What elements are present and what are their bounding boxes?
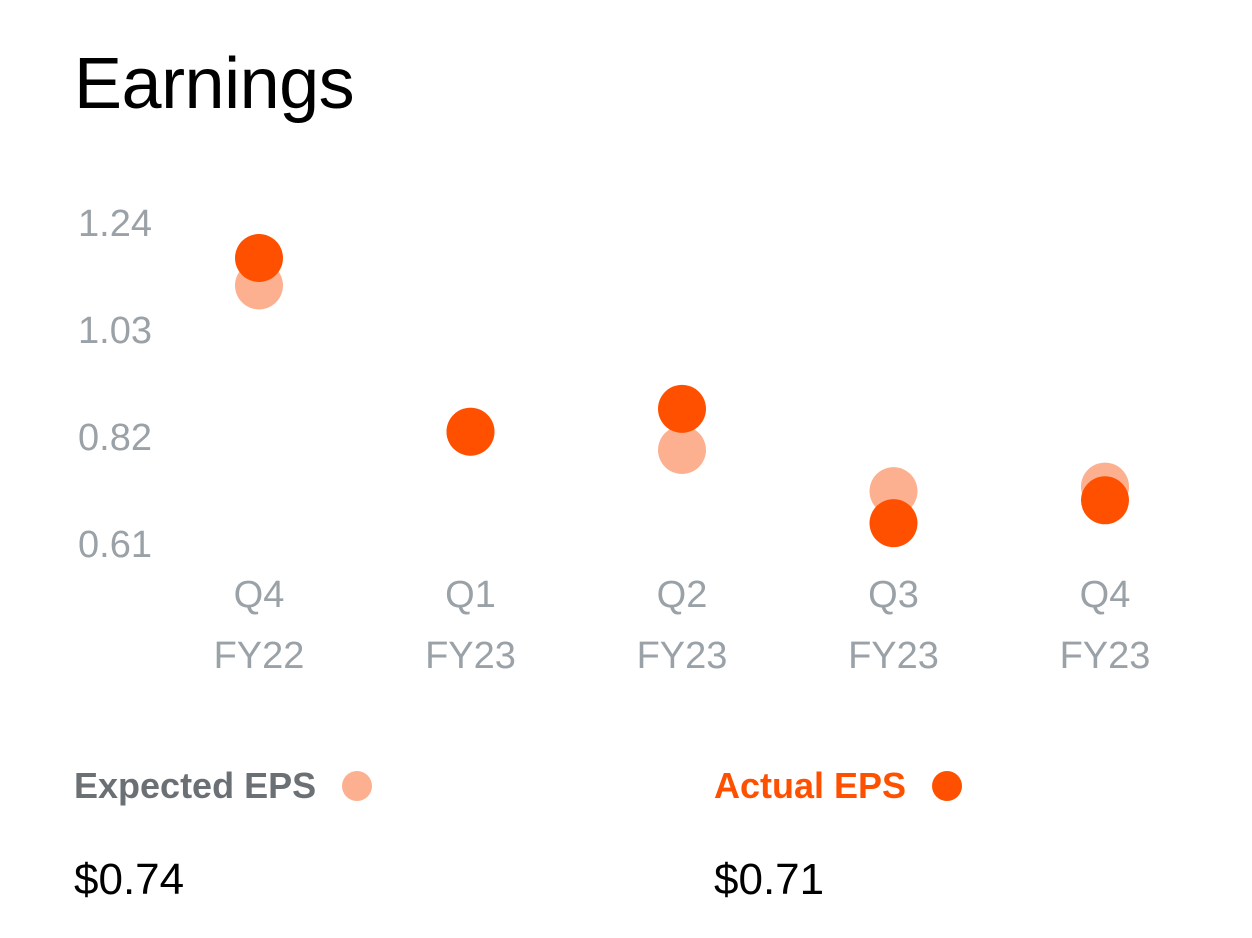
y-tick-label: 0.82 xyxy=(78,417,152,459)
expected-eps-point[interactable] xyxy=(658,426,706,474)
legend-expected: Expected EPS xyxy=(74,765,373,806)
y-tick-label: 0.61 xyxy=(78,524,152,566)
actual-eps-point[interactable] xyxy=(869,499,918,548)
legend-expected-label: Expected EPS xyxy=(74,765,317,806)
actual-eps-point[interactable] xyxy=(658,384,706,433)
y-tick-label: 1.24 xyxy=(78,203,152,245)
actual-eps-point[interactable] xyxy=(446,407,495,456)
x-tick-quarter: Q3 xyxy=(868,574,919,616)
x-tick-fiscal-year: FY23 xyxy=(848,635,939,677)
actual-eps-point[interactable] xyxy=(235,234,283,282)
legend-actual-label: Actual EPS xyxy=(714,765,907,806)
legend-actual: Actual EPS xyxy=(714,765,963,806)
x-tick-fiscal-year: FY23 xyxy=(637,635,728,677)
x-tick-fiscal-year: FY23 xyxy=(425,635,516,677)
x-tick-quarter: Q2 xyxy=(657,574,708,616)
y-tick-label: 1.03 xyxy=(78,310,152,352)
page-title: Earnings xyxy=(74,44,355,124)
x-tick-fiscal-year: FY23 xyxy=(1060,635,1151,677)
x-tick-quarter: Q4 xyxy=(234,574,285,616)
expected-dot-icon xyxy=(342,771,373,801)
actual-eps-value: $0.71 xyxy=(714,855,825,904)
x-tick-quarter: Q4 xyxy=(1080,574,1131,616)
x-tick-fiscal-year: FY22 xyxy=(214,635,305,677)
actual-dot-icon xyxy=(932,771,963,801)
expected-eps-value: $0.74 xyxy=(74,855,185,904)
x-tick-quarter: Q1 xyxy=(445,574,496,616)
actual-eps-point[interactable] xyxy=(1081,476,1129,525)
